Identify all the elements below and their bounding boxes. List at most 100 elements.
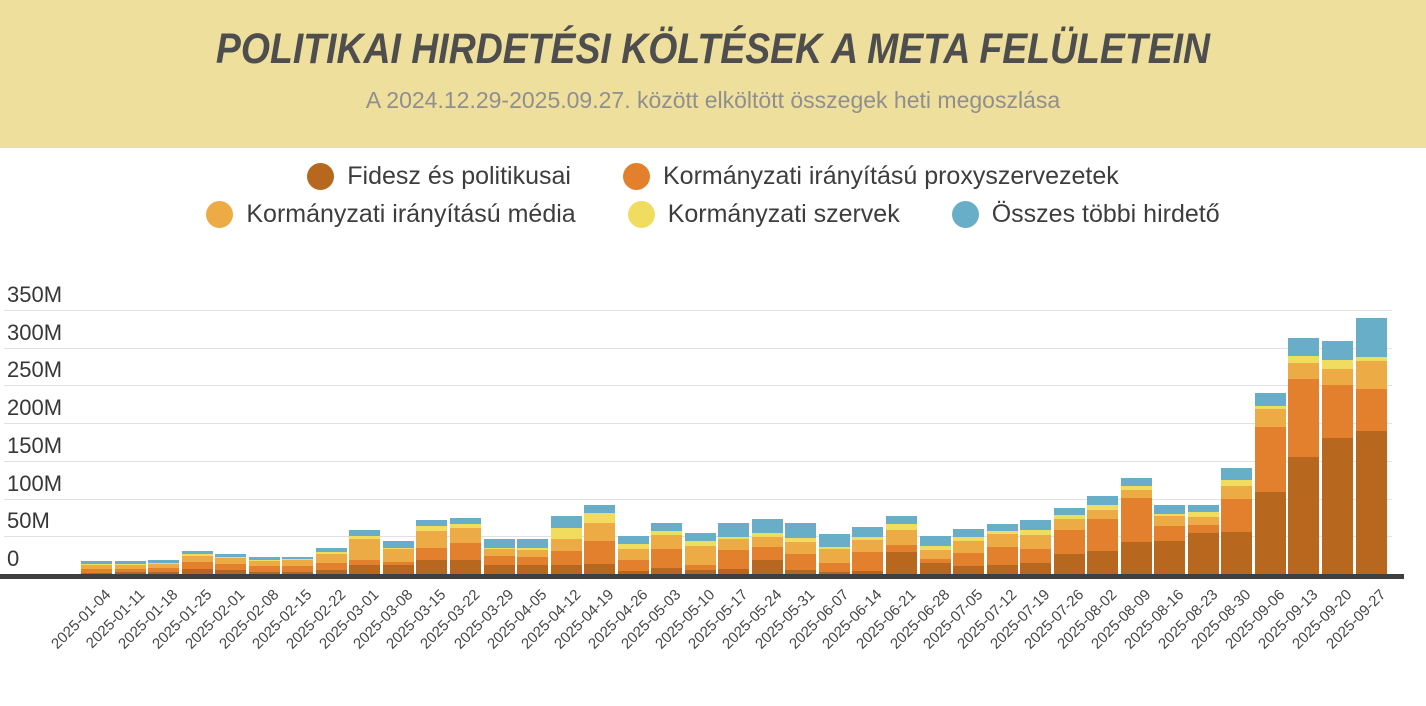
bar-2025-02-08-fidesz-es-politikusai[interactable] xyxy=(248,571,280,574)
bar-2025-05-17-osszes-tobbi-hirdeto[interactable] xyxy=(718,523,750,537)
bar-2025-08-09-kormanyzati-szervek[interactable] xyxy=(1120,485,1152,491)
bar-2025-09-06-osszes-tobbi-hirdeto[interactable] xyxy=(1254,392,1286,407)
bar-2025-09-27-fidesz-es-politikusai[interactable] xyxy=(1355,430,1387,574)
bar-2025-09-27-kormanyzati-iranyitasu-media[interactable] xyxy=(1355,361,1387,389)
bar-2025-02-01-fidesz-es-politikusai[interactable] xyxy=(215,570,247,574)
bar-2025-04-12-kormanyzati-iranyitasu-media[interactable] xyxy=(550,539,582,552)
bar-2025-02-15-osszes-tobbi-hirdeto[interactable] xyxy=(282,556,314,559)
bar-2025-01-25-kormanyzati-szervek[interactable] xyxy=(181,554,213,556)
bar-2025-02-08-kormanyzati-szervek[interactable] xyxy=(248,559,280,562)
bar-2025-03-08-fidesz-es-politikusai[interactable] xyxy=(382,564,414,574)
bar-2025-03-01-osszes-tobbi-hirdeto[interactable] xyxy=(349,530,381,537)
bar-2025-09-06-kormanyzati-szervek[interactable] xyxy=(1254,406,1286,410)
bar-2025-06-21-kormanyzati-iranyitasu-proxyszervezetek[interactable] xyxy=(886,544,917,553)
bar-2025-02-15-kormanyzati-szervek[interactable] xyxy=(282,558,314,561)
bar-2025-04-05-osszes-tobbi-hirdeto[interactable] xyxy=(517,539,548,549)
bar-2025-07-05-kormanyzati-szervek[interactable] xyxy=(953,537,984,541)
bar-2025-01-11-osszes-tobbi-hirdeto[interactable] xyxy=(114,561,146,565)
bar-2025-01-25-kormanyzati-iranyitasu-media[interactable] xyxy=(181,555,213,562)
bar-2025-07-19-kormanyzati-iranyitasu-proxyszervezetek[interactable] xyxy=(1020,549,1052,563)
bar-2025-09-06-kormanyzati-iranyitasu-proxyszervezetek[interactable] xyxy=(1254,426,1286,493)
bar-2025-02-22-kormanyzati-iranyitasu-proxyszervezetek[interactable] xyxy=(315,563,347,571)
bar-2025-01-11-kormanyzati-iranyitasu-media[interactable] xyxy=(114,564,146,569)
bar-2025-08-09-osszes-tobbi-hirdeto[interactable] xyxy=(1120,478,1152,486)
bar-2025-07-26-osszes-tobbi-hirdeto[interactable] xyxy=(1053,507,1085,516)
bar-2025-04-12-kormanyzati-szervek[interactable] xyxy=(550,527,582,540)
bar-2025-08-02-osszes-tobbi-hirdeto[interactable] xyxy=(1087,496,1119,505)
bar-2025-01-18-osszes-tobbi-hirdeto[interactable] xyxy=(148,559,180,563)
bar-2025-05-03-kormanyzati-szervek[interactable] xyxy=(651,530,683,535)
bar-2025-08-16-kormanyzati-szervek[interactable] xyxy=(1154,513,1186,516)
bar-2025-02-15-kormanyzati-iranyitasu-media[interactable] xyxy=(282,560,314,567)
bar-2025-01-11-kormanyzati-iranyitasu-proxyszervezetek[interactable] xyxy=(114,568,146,573)
bar-2025-06-28-kormanyzati-iranyitasu-media[interactable] xyxy=(919,549,951,559)
bar-2025-06-14-kormanyzati-iranyitasu-media[interactable] xyxy=(852,540,884,553)
bar-2025-01-25-kormanyzati-iranyitasu-proxyszervezetek[interactable] xyxy=(181,561,213,570)
bar-2025-05-03-kormanyzati-iranyitasu-media[interactable] xyxy=(651,534,683,550)
bar-2025-09-06-kormanyzati-iranyitasu-media[interactable] xyxy=(1254,409,1286,427)
bar-2025-05-24-kormanyzati-iranyitasu-media[interactable] xyxy=(751,537,783,547)
bar-2025-02-22-kormanyzati-iranyitasu-media[interactable] xyxy=(315,554,347,564)
bar-2025-07-26-kormanyzati-szervek[interactable] xyxy=(1053,515,1085,519)
bar-2025-07-12-fidesz-es-politikusai[interactable] xyxy=(986,564,1018,574)
bar-2025-06-21-fidesz-es-politikusai[interactable] xyxy=(886,552,917,574)
bar-2025-07-19-osszes-tobbi-hirdeto[interactable] xyxy=(1020,520,1052,531)
bar-2025-06-07-fidesz-es-politikusai[interactable] xyxy=(818,572,850,574)
bar-2025-05-17-fidesz-es-politikusai[interactable] xyxy=(718,568,750,574)
bar-2025-01-04-fidesz-es-politikusai[interactable] xyxy=(81,573,112,574)
bar-2025-05-24-kormanyzati-szervek[interactable] xyxy=(751,533,783,537)
bar-2025-08-02-kormanyzati-iranyitasu-proxyszervezetek[interactable] xyxy=(1087,518,1119,551)
bar-2025-06-21-kormanyzati-iranyitasu-media[interactable] xyxy=(886,530,917,545)
bar-2025-02-08-osszes-tobbi-hirdeto[interactable] xyxy=(248,557,280,560)
bar-2025-08-30-osszes-tobbi-hirdeto[interactable] xyxy=(1221,468,1253,481)
bar-2025-09-20-fidesz-es-politikusai[interactable] xyxy=(1322,438,1353,574)
bar-2025-01-18-kormanyzati-szervek[interactable] xyxy=(148,562,180,564)
bar-2025-05-17-kormanyzati-szervek[interactable] xyxy=(718,537,750,540)
bar-2025-04-19-kormanyzati-szervek[interactable] xyxy=(584,512,616,524)
bar-2025-03-22-osszes-tobbi-hirdeto[interactable] xyxy=(449,518,481,525)
bar-2025-09-13-fidesz-es-politikusai[interactable] xyxy=(1288,456,1320,574)
bar-2025-02-22-kormanyzati-szervek[interactable] xyxy=(315,552,347,555)
bar-2025-05-10-kormanyzati-iranyitasu-media[interactable] xyxy=(684,546,716,565)
bar-2025-07-19-fidesz-es-politikusai[interactable] xyxy=(1020,562,1052,574)
bar-2025-09-20-kormanyzati-szervek[interactable] xyxy=(1322,359,1353,369)
bar-2025-09-27-kormanyzati-szervek[interactable] xyxy=(1355,357,1387,362)
bar-2025-08-16-osszes-tobbi-hirdeto[interactable] xyxy=(1154,504,1186,514)
bar-2025-08-09-kormanyzati-iranyitasu-proxyszervezetek[interactable] xyxy=(1120,497,1152,542)
bar-2025-03-08-kormanyzati-iranyitasu-media[interactable] xyxy=(382,549,414,562)
bar-2025-06-07-kormanyzati-iranyitasu-media[interactable] xyxy=(818,549,850,563)
bar-2025-01-25-fidesz-es-politikusai[interactable] xyxy=(181,569,213,574)
bar-2025-02-15-fidesz-es-politikusai[interactable] xyxy=(282,571,314,574)
bar-2025-04-12-kormanyzati-iranyitasu-proxyszervezetek[interactable] xyxy=(550,551,582,565)
bar-2025-07-19-kormanyzati-szervek[interactable] xyxy=(1020,530,1052,535)
bar-2025-04-26-osszes-tobbi-hirdeto[interactable] xyxy=(617,536,649,544)
bar-2025-05-31-fidesz-es-politikusai[interactable] xyxy=(785,570,817,574)
bar-2025-08-23-kormanyzati-iranyitasu-proxyszervezetek[interactable] xyxy=(1187,524,1219,534)
bar-2025-01-25-osszes-tobbi-hirdeto[interactable] xyxy=(181,550,213,555)
bar-2025-01-04-kormanyzati-iranyitasu-proxyszervezetek[interactable] xyxy=(81,569,112,574)
bar-2025-03-01-fidesz-es-politikusai[interactable] xyxy=(349,564,381,574)
bar-2025-08-23-kormanyzati-szervek[interactable] xyxy=(1187,512,1219,518)
bar-2025-01-18-kormanyzati-iranyitasu-media[interactable] xyxy=(148,563,180,568)
bar-2025-03-01-kormanyzati-iranyitasu-media[interactable] xyxy=(349,539,381,561)
bar-2025-01-04-osszes-tobbi-hirdeto[interactable] xyxy=(81,561,112,565)
bar-2025-03-29-kormanyzati-iranyitasu-media[interactable] xyxy=(483,549,515,556)
bar-2025-02-01-kormanyzati-iranyitasu-media[interactable] xyxy=(215,558,247,565)
bar-2025-04-19-fidesz-es-politikusai[interactable] xyxy=(584,564,616,574)
bar-2025-08-16-fidesz-es-politikusai[interactable] xyxy=(1154,540,1186,574)
bar-2025-06-28-kormanyzati-szervek[interactable] xyxy=(919,546,951,550)
bar-2025-05-03-kormanyzati-iranyitasu-proxyszervezetek[interactable] xyxy=(651,549,683,568)
bar-2025-05-31-kormanyzati-iranyitasu-proxyszervezetek[interactable] xyxy=(785,553,817,571)
bar-2025-07-05-fidesz-es-politikusai[interactable] xyxy=(953,566,984,574)
bar-2025-05-31-kormanyzati-szervek[interactable] xyxy=(785,537,817,542)
bar-2025-09-20-osszes-tobbi-hirdeto[interactable] xyxy=(1322,340,1353,360)
bar-2025-03-15-fidesz-es-politikusai[interactable] xyxy=(416,560,448,574)
bar-2025-07-12-kormanyzati-szervek[interactable] xyxy=(986,530,1018,534)
bar-2025-02-22-fidesz-es-politikusai[interactable] xyxy=(315,570,347,574)
bar-2025-04-26-kormanyzati-szervek[interactable] xyxy=(617,543,649,550)
bar-2025-05-24-osszes-tobbi-hirdeto[interactable] xyxy=(751,518,783,534)
bar-2025-04-05-kormanyzati-iranyitasu-media[interactable] xyxy=(517,549,548,557)
bar-2025-05-31-osszes-tobbi-hirdeto[interactable] xyxy=(785,523,817,538)
bar-2025-07-05-kormanyzati-iranyitasu-proxyszervezetek[interactable] xyxy=(953,552,984,567)
bar-2025-09-20-kormanyzati-iranyitasu-media[interactable] xyxy=(1322,368,1353,386)
